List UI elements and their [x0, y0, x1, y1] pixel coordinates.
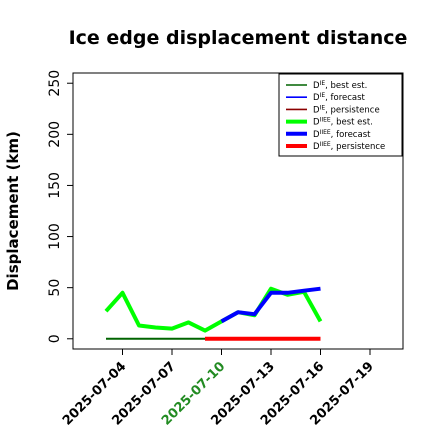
series-line [220, 286, 321, 324]
y-tick-label: 50 [47, 279, 63, 297]
legend-entry: DIE, forecast [313, 92, 366, 103]
y-axis-label: Displacement (km) [4, 131, 22, 291]
legend-entry: DIE, persistence [313, 104, 380, 115]
y-tick-label: 0 [47, 334, 63, 343]
legend-entry: DIIEE, forecast [313, 129, 371, 140]
series-line [104, 286, 323, 333]
legend-entry: DIIEE, persistence [313, 141, 385, 152]
legend-entry: DIE, best est. [313, 80, 367, 91]
legend-box [278, 73, 403, 157]
y-tick-label: 100 [47, 223, 63, 250]
y-tick-label: 200 [47, 121, 63, 148]
plot-frame [72, 72, 404, 350]
chart-title: Ice edge displacement distance [69, 27, 408, 49]
legend-entry: DIIEE, best est. [313, 117, 373, 128]
y-tick-label: 150 [47, 172, 63, 199]
y-tick-label: 250 [47, 70, 63, 97]
